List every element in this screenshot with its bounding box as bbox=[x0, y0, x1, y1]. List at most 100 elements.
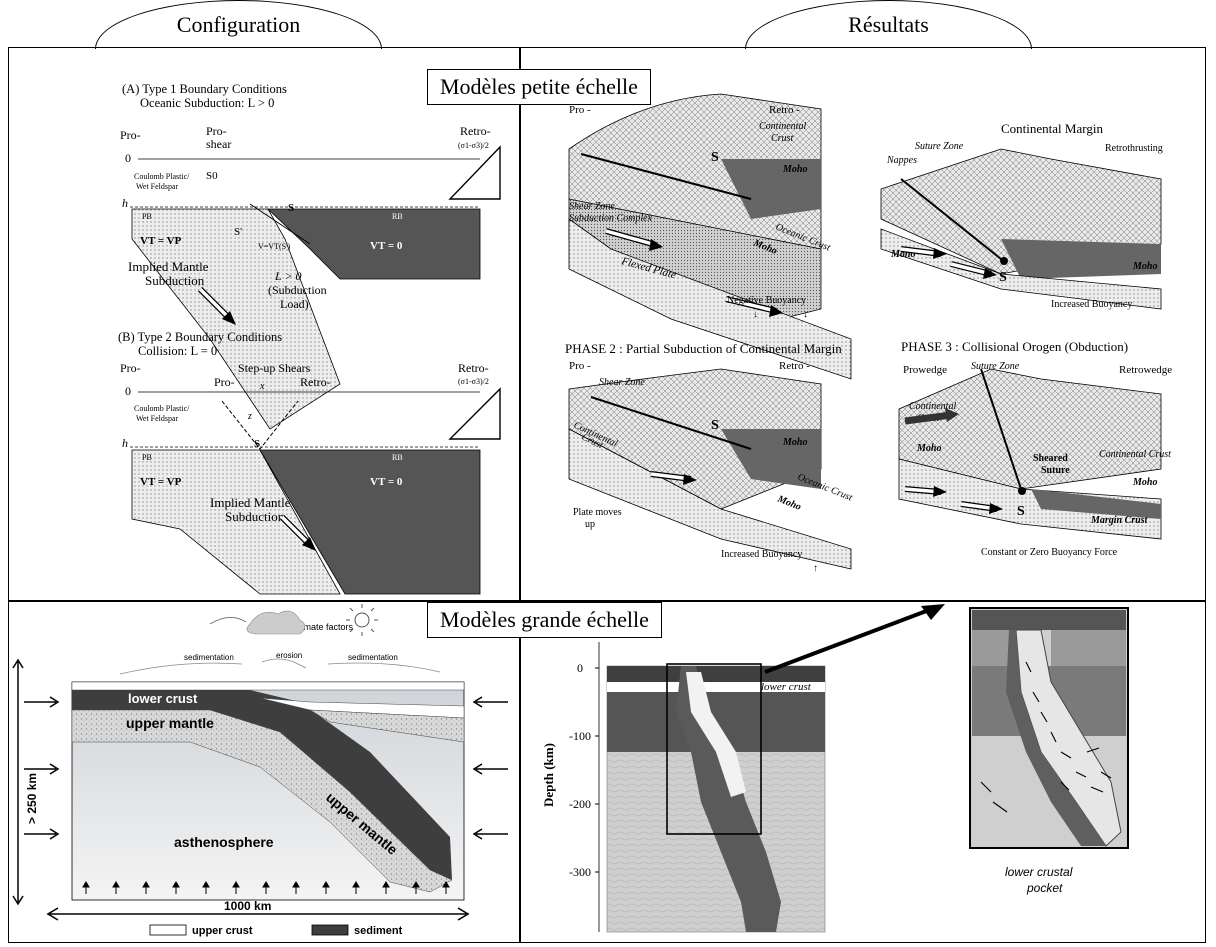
type2-retro-2: Retro- bbox=[300, 375, 331, 389]
depth-axis-label: Depth (km) bbox=[541, 743, 556, 807]
lower-crustal-pocket-shape bbox=[686, 672, 746, 797]
phase2-pro: Pro - bbox=[569, 360, 591, 372]
legend-sediment-swatch bbox=[311, 924, 349, 936]
phase1-s: S bbox=[711, 150, 719, 165]
type1-implied-1: Implied Mantle bbox=[128, 259, 209, 274]
asthenosphere-label: asthenosphere bbox=[174, 834, 274, 850]
phase1-cont-1: Continental bbox=[759, 121, 806, 132]
phase2-moves-1: Plate moves bbox=[573, 507, 622, 518]
phase3-contcrust: Continental Crust bbox=[1099, 449, 1171, 460]
type1-sprime: S' bbox=[234, 226, 242, 238]
type1-proshear-2: shear bbox=[206, 137, 231, 151]
upper-crust-layer bbox=[71, 681, 465, 691]
push-arrow-right-1 bbox=[472, 696, 508, 708]
type1-coulomb-1: Coulomb Plastic/ bbox=[134, 172, 190, 181]
type1-title: (A) Type 1 Boundary Conditions bbox=[122, 82, 287, 96]
phase1-flexed-plate bbox=[568, 218, 852, 380]
phase3-margin: Margin Crust bbox=[1090, 515, 1149, 526]
phase3-moho: Moho bbox=[916, 443, 941, 454]
type2-pro-2: Pro- bbox=[214, 375, 235, 389]
type2-title: (B) Type 2 Boundary Conditions bbox=[118, 330, 282, 344]
phase2-retro-block bbox=[721, 429, 821, 489]
margin-inc: Increased Buoyancy bbox=[1051, 299, 1132, 310]
type2-implied-1: Implied Mantle bbox=[210, 495, 291, 510]
type2-vt0: VT = 0 bbox=[370, 476, 403, 488]
margin-s: S bbox=[999, 270, 1007, 285]
margin-retrothrust: Retrothrusting bbox=[1105, 143, 1163, 154]
tab-resultats: Résultats bbox=[745, 0, 1032, 49]
phase1-retro-block bbox=[721, 159, 821, 219]
phase3-retrowedge: Retrowedge bbox=[1119, 364, 1172, 376]
climate-factors: climate factors bbox=[295, 622, 354, 632]
pocket-label-2: pocket bbox=[1026, 881, 1063, 895]
type1-implied-2: Subduction bbox=[145, 273, 205, 288]
phase1-neg: Negative Buoyancy bbox=[727, 295, 806, 306]
margin-nappes: Nappes bbox=[886, 155, 917, 166]
type1-vt-vp: VT = VP bbox=[140, 235, 182, 247]
sun-icon bbox=[354, 612, 370, 628]
type1-s0: S0 bbox=[206, 170, 218, 182]
results-small-scale: Pro - Retro - Continental Crust S Moho S… bbox=[565, 93, 1172, 574]
type2-stress: (σ1-σ3)/2 bbox=[458, 377, 489, 386]
configuration-header: Configuration bbox=[176, 12, 301, 37]
phase1-cont-2: Crust bbox=[771, 133, 793, 144]
phase1-up-arrow: ↓ bbox=[753, 309, 758, 320]
type2-pro: Pro- bbox=[120, 361, 141, 375]
phase1-retro: Retro - bbox=[769, 104, 800, 116]
phase3-suture: Suture Zone bbox=[971, 361, 1020, 372]
type1-proshear-1: Pro- bbox=[206, 124, 227, 138]
type1-vs: V=VT(S') bbox=[258, 242, 291, 251]
phase2-up-arrow: ↑ bbox=[813, 563, 818, 574]
type1-retro: Retro- bbox=[460, 124, 491, 138]
type1-zero: 0 bbox=[125, 151, 131, 165]
legend-upper-crust: upper crust bbox=[192, 925, 253, 937]
phase3-sheared-1: Sheared bbox=[1033, 453, 1068, 464]
margin-suture bbox=[900, 178, 1002, 260]
margin-moho-2: Moho bbox=[1132, 261, 1157, 272]
l-crust-label: l. crust bbox=[613, 681, 645, 693]
phase3-const: Constant or Zero Buoyancy Force bbox=[981, 547, 1118, 558]
subducting-crust bbox=[72, 690, 452, 880]
pocket-label-1: lower crustal bbox=[1005, 865, 1073, 879]
subducting-slab bbox=[676, 666, 781, 932]
depth-arrow bbox=[12, 658, 24, 906]
phase2-lower-plate bbox=[568, 428, 852, 570]
phase1-complex: Subduction Complex bbox=[569, 213, 653, 224]
horizontal-divider bbox=[8, 600, 1206, 602]
phase3-s: S bbox=[1017, 504, 1025, 519]
type1-pro-plate bbox=[131, 208, 341, 430]
phase2-moho: Moho bbox=[782, 437, 807, 448]
zoom-arrow bbox=[764, 608, 930, 674]
type1-load-3: Load) bbox=[280, 297, 309, 311]
phase3-moho-2: Moho bbox=[1132, 477, 1157, 488]
type2-implied-2: Subduction bbox=[225, 509, 285, 524]
type1-pb: PB bbox=[142, 212, 152, 221]
tick-100: -100 bbox=[569, 729, 591, 743]
type2-shears bbox=[221, 400, 299, 450]
type1-load-1: L > 0 bbox=[274, 269, 302, 283]
large-scale-label: Modèles grande échelle bbox=[427, 602, 662, 638]
type2-retro: Retro- bbox=[458, 361, 489, 375]
type1-load-2: (Subduction bbox=[268, 283, 327, 297]
type2-rb: RB bbox=[392, 453, 403, 462]
push-arrow-right-3 bbox=[472, 828, 508, 840]
type1-s: S bbox=[288, 202, 294, 214]
zoom-box bbox=[666, 663, 762, 835]
push-arrow-left-1 bbox=[24, 696, 60, 708]
tab-configuration: Configuration bbox=[95, 0, 382, 49]
phase3-prowedge: Prowedge bbox=[903, 364, 947, 376]
phase1-arrow-2 bbox=[769, 305, 783, 317]
type1-stress: (σ1-σ3)/2 bbox=[458, 141, 489, 150]
type2-x: x bbox=[259, 381, 265, 392]
type2-vt-vp: VT = VP bbox=[140, 476, 182, 488]
sedimentation-left: sedimentation bbox=[184, 653, 234, 662]
phase2-inc: Increased Buoyancy bbox=[721, 549, 802, 560]
tick-300: -300 bbox=[569, 865, 591, 879]
velocity-arrows bbox=[980, 661, 1112, 813]
phase2-arrow bbox=[683, 474, 697, 485]
margin-moho: Moho bbox=[890, 249, 915, 260]
push-arrow-right-2 bbox=[472, 763, 508, 775]
phase2-moves-2: up bbox=[585, 519, 595, 530]
type2-pb: PB bbox=[142, 453, 152, 462]
type1-shear-line bbox=[249, 203, 311, 245]
